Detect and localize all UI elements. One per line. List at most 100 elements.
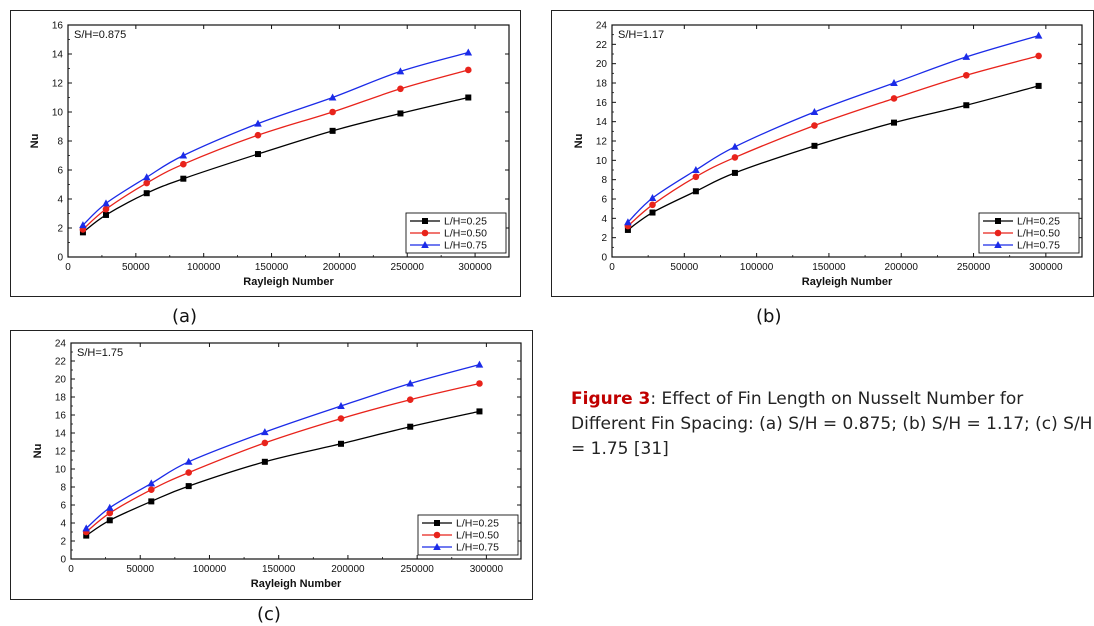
chart-annotation: S/H=1.75 xyxy=(77,347,123,359)
data-point-1 xyxy=(692,188,699,195)
data-point-1 xyxy=(148,498,155,505)
data-point-3 xyxy=(962,52,971,60)
data-point-3 xyxy=(624,218,632,226)
data-point-3 xyxy=(79,221,87,229)
data-point-1 xyxy=(407,423,414,430)
y-tick-label: 12 xyxy=(52,79,64,90)
series-line-2 xyxy=(627,55,1039,227)
data-point-1 xyxy=(83,532,90,539)
data-point-3 xyxy=(648,194,657,202)
data-point-2 xyxy=(143,179,151,187)
y-tick-label: 2 xyxy=(601,233,607,244)
y-tick-label: 10 xyxy=(55,465,67,476)
data-point-2 xyxy=(261,439,269,447)
y-tick-label: 4 xyxy=(60,519,66,530)
y-tick-label: 2 xyxy=(57,224,63,235)
y-tick-label: 22 xyxy=(596,40,608,51)
data-point-3 xyxy=(184,457,193,465)
x-tick-label: 100000 xyxy=(740,262,774,273)
data-point-3 xyxy=(82,524,91,532)
y-tick-label: 14 xyxy=(52,50,64,61)
data-point-1 xyxy=(143,190,150,197)
legend-marker xyxy=(994,229,1002,237)
x-tick-label: 0 xyxy=(65,262,71,273)
legend-marker xyxy=(422,218,428,224)
data-point-3 xyxy=(142,173,151,181)
series-line-3 xyxy=(85,363,480,529)
data-point-2 xyxy=(476,380,483,387)
legend-label: L/H=0.75 xyxy=(1017,240,1060,252)
legend-label: L/H=0.25 xyxy=(456,518,499,530)
y-tick-label: 0 xyxy=(60,555,66,566)
figure-caption: Figure 3: Effect of Fin Length on Nussel… xyxy=(571,387,1094,462)
series-line-2 xyxy=(82,69,469,230)
chart-panel-b: 0 2 4 6 8 10 12 14 16 18 20 22 24 0 50000 100000 150000 2… xyxy=(551,10,1094,297)
y-tick-label: 14 xyxy=(596,117,608,128)
legend-label: L/H=0.50 xyxy=(456,530,499,542)
data-point-2 xyxy=(329,108,336,116)
data-point-3 xyxy=(105,503,114,511)
y-tick-label: 8 xyxy=(601,175,607,186)
chart-panel-a: 0 2 4 6 8 10 12 14 16 0 50000 100000 150000 200000 250… xyxy=(10,10,521,297)
y-tick-label: 10 xyxy=(52,108,64,119)
panel-label-b: (b) xyxy=(756,306,782,327)
legend-label: L/H=0.25 xyxy=(444,216,487,228)
x-axis-label: Rayleigh Number xyxy=(243,276,334,288)
data-point-1 xyxy=(254,151,261,158)
y-tick-label: 18 xyxy=(596,79,608,90)
data-point-2 xyxy=(1035,52,1042,60)
y-tick-label: 24 xyxy=(596,21,608,32)
figure-caption-label: Figure 3 xyxy=(571,389,651,409)
panel-label-c: (c) xyxy=(257,604,281,625)
data-point-2 xyxy=(464,66,472,74)
data-point-1 xyxy=(891,119,897,126)
data-point-1 xyxy=(476,408,483,415)
x-tick-label: 100000 xyxy=(193,564,227,575)
x-tick-label: 250000 xyxy=(957,262,991,273)
data-point-2 xyxy=(692,173,700,181)
data-point-3 xyxy=(692,166,700,173)
y-tick-label: 8 xyxy=(60,483,66,494)
series-line-3 xyxy=(627,35,1039,223)
data-point-2 xyxy=(180,160,187,168)
data-point-2 xyxy=(254,131,262,139)
y-tick-label: 4 xyxy=(57,195,63,206)
y-tick-label: 10 xyxy=(596,156,608,167)
x-tick-label: 50000 xyxy=(670,262,698,273)
x-tick-label: 100000 xyxy=(187,262,221,273)
y-tick-label: 14 xyxy=(55,429,67,440)
data-point-1 xyxy=(624,226,631,233)
data-point-2 xyxy=(102,205,110,213)
legend-marker xyxy=(434,520,440,526)
x-tick-label: 300000 xyxy=(470,564,504,575)
y-tick-label: 20 xyxy=(55,375,67,386)
legend-marker xyxy=(421,241,429,248)
chart-a-svg: 0 2 4 6 8 10 12 14 16 0 50000 100000 150000 200000 250… xyxy=(29,21,510,288)
y-tick-label: 8 xyxy=(57,137,63,148)
data-point-1 xyxy=(649,209,656,216)
x-tick-label: 0 xyxy=(68,564,74,575)
x-axis-label: Rayleigh Number xyxy=(802,276,893,288)
data-point-2 xyxy=(963,71,970,79)
y-tick-label: 0 xyxy=(601,253,607,264)
data-point-2 xyxy=(406,396,414,403)
data-point-3 xyxy=(810,108,819,115)
x-tick-label: 50000 xyxy=(126,564,154,575)
data-point-2 xyxy=(811,122,818,129)
data-point-2 xyxy=(731,154,739,161)
chart-panel-c: 0 2 4 6 8 10 12 14 16 18 20 22 24 0 50000 100000 150000 2… xyxy=(10,330,533,600)
x-tick-label: 250000 xyxy=(400,564,434,575)
legend-label: L/H=0.50 xyxy=(444,228,487,240)
y-axis-label: Nu xyxy=(573,134,585,149)
y-axis-label: Nu xyxy=(29,134,41,149)
legend-label: L/H=0.25 xyxy=(1017,216,1060,228)
data-point-3 xyxy=(406,379,415,387)
chart-annotation: S/H=0.875 xyxy=(74,29,126,41)
x-tick-label: 250000 xyxy=(391,262,425,273)
panel-label-a: (a) xyxy=(172,306,198,327)
y-tick-label: 22 xyxy=(55,357,67,368)
data-point-1 xyxy=(731,169,738,176)
series-line-3 xyxy=(82,51,469,226)
y-tick-label: 24 xyxy=(55,339,67,350)
